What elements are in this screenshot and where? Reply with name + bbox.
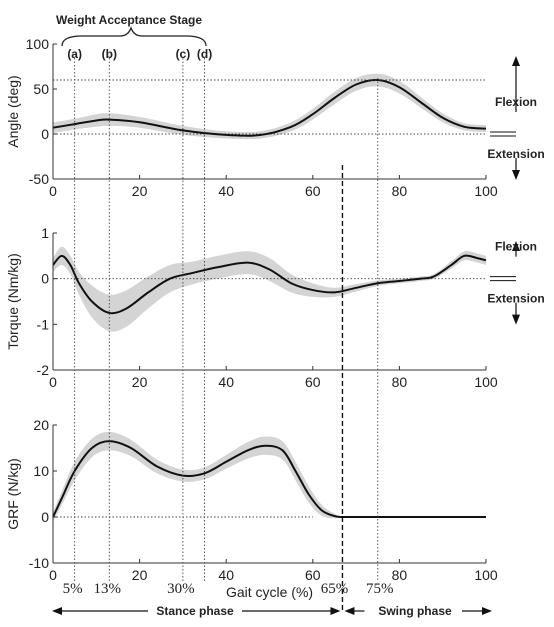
grf-xtick-label: 0 — [49, 567, 57, 583]
angle-mean-line — [52, 78, 487, 137]
grf-ytick-label: 10 — [33, 463, 49, 479]
stance-right-arrow-icon — [330, 607, 341, 615]
x-axis-title: Gait cycle (%) — [226, 584, 313, 600]
torque-sd-band — [53, 246, 486, 332]
torque-xtick-label: 100 — [474, 374, 498, 390]
torque-down-arrow-icon — [512, 314, 520, 325]
angle-xtick-label: 0 — [49, 183, 57, 199]
angle-xtick-label: 80 — [392, 183, 408, 199]
stance-left-arrow-icon — [52, 607, 62, 615]
angle-ytick-label: 100 — [26, 36, 50, 52]
angle-ylabel: Angle (deg) — [5, 75, 21, 147]
swing-left-arrow-icon — [344, 607, 355, 615]
angle-xtick-label: 40 — [218, 183, 234, 199]
angle-extension-label: Extension — [487, 147, 544, 161]
angle-down-arrow-icon — [512, 170, 520, 180]
grf-xtick-label: 60 — [305, 567, 321, 583]
grf-ylabel: GRF (N/kg) — [5, 458, 21, 530]
torque-ylabel: Torque (Nm/kg) — [5, 253, 21, 349]
angle-ytick-label: 0 — [41, 126, 49, 142]
torque-ytick-label: 0 — [41, 271, 49, 287]
torque-xtick-label: 20 — [132, 374, 148, 390]
toe-off-pct: 65% — [321, 581, 349, 597]
marker-label: (d) — [197, 47, 212, 61]
angle-ytick-label: 50 — [33, 81, 49, 97]
grf-xtick-label: 40 — [218, 567, 234, 583]
torque-extension-label: Extension — [487, 292, 544, 306]
angle-up-arrow-icon — [512, 56, 520, 66]
marker-label: (c) — [176, 47, 191, 61]
torque-xtick-label: 80 — [392, 374, 408, 390]
marker-pct: 30% — [167, 581, 195, 597]
torque-ytick-label: 1 — [41, 225, 49, 241]
peak-marker-pct: 75% — [366, 581, 394, 597]
angle-sd-band — [53, 73, 486, 140]
grf-ytick-label: 0 — [41, 509, 49, 525]
torque-xtick-label: 0 — [49, 374, 57, 390]
grf-xtick-label: 80 — [392, 567, 408, 583]
grf-mean-line — [52, 440, 486, 519]
swing-right-arrow-icon — [482, 607, 492, 615]
grf-xtick-label: 20 — [132, 567, 148, 583]
marker-pct: 5% — [63, 581, 83, 597]
swing-phase-label: Swing phase — [378, 604, 452, 618]
torque-xtick-label: 60 — [305, 374, 321, 390]
torque-ytick-label: -1 — [37, 316, 50, 332]
grf-ytick-label: 20 — [33, 417, 49, 433]
angle-ytick-label: -50 — [29, 171, 49, 187]
marker-label: (b) — [102, 47, 117, 61]
stage-label: Weight Acceptance Stage — [56, 13, 202, 27]
torque-ytick-label: -2 — [37, 362, 50, 378]
torque-up-arrow-icon — [512, 241, 520, 251]
angle-xtick-label: 100 — [474, 183, 498, 199]
angle-xtick-label: 60 — [305, 183, 321, 199]
grf-ytick-label: -10 — [29, 555, 49, 571]
stance-phase-label: Stance phase — [156, 604, 234, 618]
grf-sd-band — [53, 431, 486, 522]
angle-flexion-label: Flexion — [495, 95, 537, 109]
torque-flexion-label: Flexion — [495, 240, 537, 254]
torque-xtick-label: 40 — [218, 374, 234, 390]
angle-xtick-label: 20 — [132, 183, 148, 199]
stage-brace — [61, 26, 207, 47]
marker-label: (a) — [67, 47, 82, 61]
torque-mean-line — [52, 254, 487, 315]
marker-pct: 13% — [94, 581, 122, 597]
grf-xtick-label: 100 — [474, 567, 498, 583]
